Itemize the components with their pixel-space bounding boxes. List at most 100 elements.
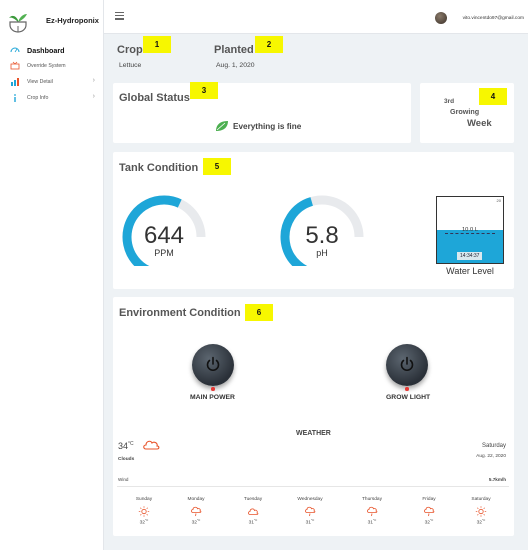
user-email[interactable]: vito.vincentdo97@gmail.com — [462, 16, 524, 21]
main-power-label: MAIN POWER — [190, 394, 235, 401]
planted-label: Planted — [214, 44, 254, 56]
brand[interactable]: Ez-Hydroponix — [6, 8, 102, 34]
cloud-icon — [248, 508, 259, 515]
sidebar-item-view-detail[interactable]: View Detail › — [0, 74, 104, 90]
forecast-day: Friday 32°C — [404, 497, 454, 526]
water-level-line — [445, 233, 495, 234]
forecast-day-name: Monday — [187, 497, 205, 502]
forecast-day: Saturday 32°C — [456, 497, 506, 526]
forecast-day-name: Friday — [422, 497, 436, 502]
forecast-temperature: 31°C — [367, 518, 377, 526]
tank-capacity-mark: 20 — [496, 198, 501, 203]
annotation-marker-4: 4 — [479, 88, 507, 105]
wind-value: 5.7km/h — [488, 477, 506, 482]
crop-value: Lettuce — [119, 62, 142, 69]
global-status-card — [113, 83, 411, 143]
rain-cloud-icon — [367, 506, 378, 517]
grow-light-label: GROW LIGHT — [386, 394, 431, 401]
forecast-day-name: Tuesday — [243, 497, 263, 502]
forecast-temperature: 32°C — [424, 518, 434, 526]
growing-week-number: 3rd — [444, 98, 455, 105]
sidebar-item-label: Dashboard — [27, 45, 65, 55]
override-icon — [10, 61, 20, 70]
ppm-value: 644 — [143, 222, 185, 249]
water-level-value: 10.0 L — [461, 227, 479, 233]
weather-date: Aug. 22, 2020 — [476, 454, 506, 459]
forecast-day: Monday 32°C — [171, 497, 221, 526]
current-temperature: 34°C — [118, 441, 134, 451]
dashboard-icon — [10, 47, 20, 53]
sidebar-item-dashboard[interactable]: Dashboard — [0, 42, 104, 58]
sidebar-item-override-system[interactable]: Override System — [0, 58, 104, 74]
annotation-marker-5: 5 — [203, 158, 231, 175]
hydroponics-logo — [9, 14, 27, 33]
ppm-gauge — [122, 195, 206, 266]
grow-light-indicator — [405, 387, 409, 391]
environment-condition-title: Environment Condition — [119, 307, 241, 319]
forecast-day: Tuesday 31°C — [228, 497, 278, 526]
avatar[interactable] — [435, 12, 447, 24]
environment-condition-card — [113, 297, 514, 536]
forecast-temperature: 32°C — [139, 518, 149, 526]
sidebar-nav: Dashboard Override System View Detail › — [0, 42, 104, 106]
sun-icon — [475, 506, 487, 517]
forecast-temperature: 31°C — [248, 518, 258, 526]
forecast-day-name: Wednesday — [297, 497, 323, 502]
annotation-marker-1: 1 — [143, 36, 171, 53]
grow-light-button[interactable] — [386, 344, 428, 386]
ph-gauge — [280, 195, 364, 266]
bar-chart-icon — [11, 78, 19, 86]
annotation-marker-3: 3 — [190, 82, 218, 99]
power-icon — [400, 356, 414, 372]
sidebar-item-label: View Detail — [27, 79, 53, 85]
forecast-day-name: Thursday — [362, 497, 382, 502]
app-name: Ez-Hydroponix — [46, 16, 99, 25]
forecast-temperature: 32°C — [476, 518, 486, 526]
weather-condition: Clouds — [118, 457, 135, 462]
week-label: Week — [467, 118, 492, 129]
planted-value: Aug. 1, 2020 — [216, 62, 255, 69]
ppm-gauge-fill — [122, 195, 182, 266]
water-level-time: 14:34:37 — [457, 252, 483, 260]
rain-cloud-icon — [191, 506, 202, 517]
forecast-day: Wednesday 31°C — [285, 497, 335, 526]
main-power-button[interactable] — [192, 344, 234, 386]
status-message: Everything is fine — [233, 122, 302, 131]
tank-condition-title: Tank Condition — [119, 162, 199, 174]
wind-label: Wind — [118, 477, 129, 482]
ph-gauge-fill — [280, 197, 314, 266]
weather-day: Saturday — [481, 443, 506, 449]
crop-label: Crop — [117, 44, 143, 56]
chevron-right-icon: › — [92, 93, 95, 100]
ph-unit: pH — [316, 248, 328, 258]
ppm-unit: PPM — [154, 248, 174, 258]
sidebar-item-label: Crop Info — [27, 95, 49, 101]
leaf-icon — [216, 121, 228, 131]
weather-title: WEATHER — [296, 430, 331, 437]
topbar: vito.vincentdo97@gmail.com — [104, 0, 528, 34]
power-icon — [206, 356, 220, 372]
main-power-indicator — [211, 387, 215, 391]
forecast-temperature: 32°C — [191, 518, 201, 526]
growing-week-label: Growing — [450, 107, 480, 116]
sun-icon — [138, 506, 150, 517]
rain-cloud-icon — [424, 506, 435, 517]
annotation-marker-2: 2 — [255, 36, 283, 53]
water-level-tank: 20 10.0 L 14:34:37 — [436, 196, 504, 264]
forecast-day-name: Sunday — [135, 497, 153, 502]
water-level-label: Water Level — [446, 266, 494, 276]
global-status-title: Global Status — [119, 92, 190, 104]
forecast-temperature: 31°C — [305, 518, 315, 526]
annotation-marker-6: 6 — [245, 304, 273, 321]
sidebar-item-label: Override System — [27, 63, 66, 69]
info-icon — [14, 94, 16, 102]
forecast-day: Sunday 32°C — [119, 497, 169, 526]
sidebar: Ez-Hydroponix Dashboard Override System — [0, 0, 104, 550]
cloud-icon — [143, 440, 160, 450]
chevron-right-icon: › — [92, 77, 95, 84]
forecast-day: Thursday 31°C — [347, 497, 397, 526]
sidebar-item-crop-info[interactable]: Crop Info › — [0, 90, 104, 106]
hamburger-menu-icon[interactable] — [115, 12, 124, 20]
ph-value: 5.8 — [305, 222, 339, 249]
divider — [117, 486, 509, 487]
